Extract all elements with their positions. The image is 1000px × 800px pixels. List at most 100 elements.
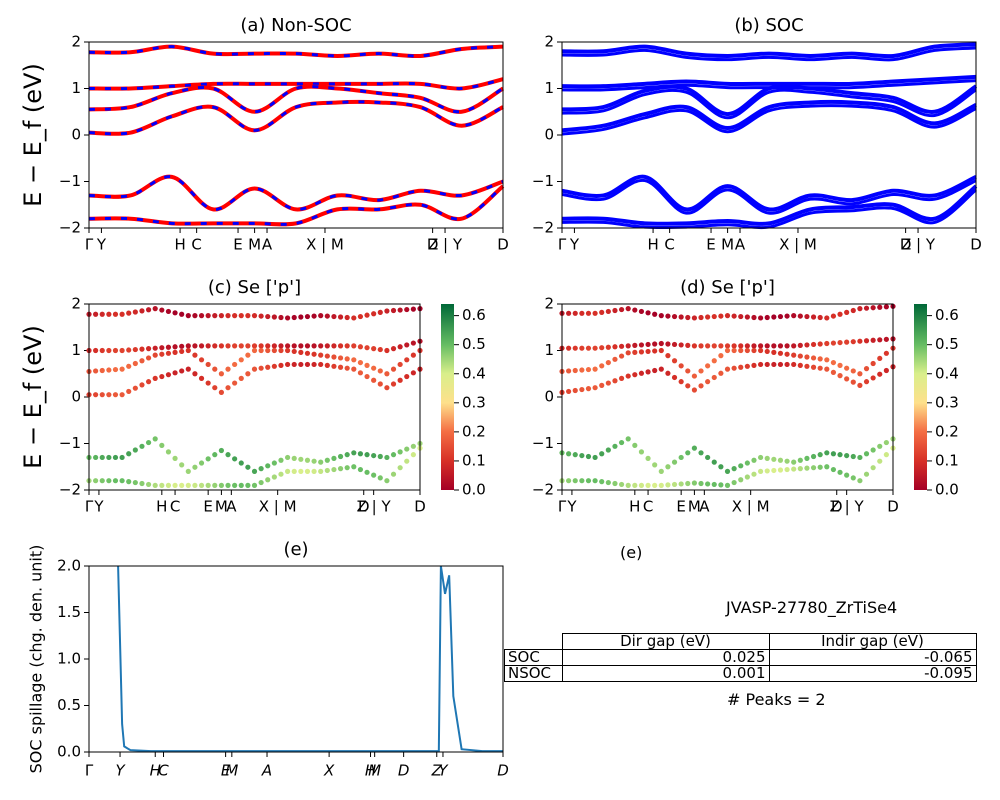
pdos-point: [579, 345, 585, 351]
pdos-point: [771, 361, 777, 368]
x-tick-label: Γ: [558, 498, 567, 516]
pdos-point: [618, 353, 625, 359]
pdos-point: [212, 385, 218, 391]
pdos-point: [645, 348, 651, 355]
axes-frame: [88, 565, 504, 753]
x-tick-label: H: [365, 762, 376, 780]
pdos-point: [784, 351, 790, 357]
pdos-point: [824, 450, 830, 456]
spillage-line: [117, 566, 503, 752]
pdos-point: [810, 465, 817, 471]
pdos-point: [179, 348, 185, 355]
pdos-point: [804, 342, 810, 348]
pdos-point: [705, 454, 711, 461]
pdos-point: [152, 352, 158, 358]
pdos-point: [724, 366, 731, 372]
pdos-point: [705, 481, 711, 487]
pdos-point: [192, 352, 198, 358]
pdos-point: [344, 314, 350, 321]
pdos-point: [758, 361, 764, 368]
pdos-point: [791, 466, 797, 472]
pdos-point: [738, 343, 744, 349]
pdos-point: [665, 313, 671, 319]
pdos-point: [159, 373, 165, 380]
pdos-point: [238, 375, 244, 381]
pdos-point: [744, 474, 750, 480]
pdos-point: [837, 452, 843, 458]
band-line-soc: [561, 84, 978, 117]
x-tick-label: A: [262, 236, 273, 254]
colorbar-tick-label: 0.2: [935, 422, 959, 440]
pdos-point: [632, 307, 638, 313]
pdos-point: [830, 313, 837, 319]
pdos-point: [678, 454, 684, 461]
chart-title: (b) SOC: [734, 15, 803, 36]
pdos-point: [625, 482, 631, 488]
x-tick-label: A: [226, 498, 237, 516]
pdos-point: [106, 367, 112, 373]
pdos-point: [410, 370, 416, 376]
pdos-point: [377, 346, 383, 353]
pdos-point: [705, 379, 711, 385]
pdos-point: [612, 480, 618, 487]
pdos-point: [225, 482, 231, 488]
pdos-point: [139, 382, 145, 388]
pdos-point: [771, 343, 777, 349]
pdos-point: [377, 368, 383, 374]
pdos-point: [251, 482, 258, 488]
pdos-point: [618, 306, 625, 313]
pdos-point: [145, 307, 152, 313]
pdos-point: [192, 482, 198, 488]
pdos-point: [791, 343, 797, 349]
colorbar-tick-label: 0.5: [935, 335, 959, 353]
x-tick-label: E: [221, 762, 231, 780]
pdos-point: [357, 313, 364, 320]
pdos-point: [318, 352, 324, 358]
pdos-point: [265, 463, 271, 469]
pdos-point: [318, 361, 324, 368]
pdos-point: [863, 379, 870, 385]
pdos-point: [599, 479, 605, 485]
pdos-point: [132, 360, 138, 367]
pdos-point: [777, 343, 784, 349]
pdos-point: [837, 373, 843, 379]
pdos-point: [791, 361, 797, 368]
x-tick-label: M: [225, 762, 238, 780]
colorbar: [914, 304, 927, 490]
pdos-point: [245, 464, 251, 470]
pdos-point: [605, 447, 611, 453]
pdos-point: [678, 363, 684, 369]
gap-table-header-dir: Dir gap (eV): [561, 633, 770, 650]
x-tick-label: H: [150, 762, 161, 780]
x-tick-label: D: [900, 236, 912, 254]
pdos-point: [404, 458, 410, 464]
x-tick-label: D: [497, 762, 509, 780]
pdos-point: [324, 343, 330, 349]
pdos-point: [592, 310, 598, 316]
pdos-point: [198, 313, 205, 319]
pdos-point: [797, 466, 803, 472]
pdos-point: [791, 459, 797, 465]
pdos-point: [291, 468, 297, 474]
pdos-point: [304, 468, 311, 474]
pdos-point: [645, 310, 651, 316]
pdos-point: [93, 478, 99, 484]
pdos-point: [298, 349, 304, 355]
pdos-point: [830, 359, 837, 366]
pdos-point: [625, 343, 631, 349]
pdos-point: [344, 465, 350, 471]
chart-title: (e): [283, 539, 308, 560]
pdos-point: [870, 337, 876, 343]
pdos-point: [652, 311, 658, 317]
pdos-point: [364, 469, 370, 475]
pdos-point: [883, 350, 889, 356]
pdos-point: [337, 314, 344, 320]
pdos-point: [671, 313, 678, 320]
colorbar-tick-label: 0.1: [935, 451, 959, 469]
y-axis-label: E − E_f (eV): [19, 63, 47, 207]
pdos-point: [850, 379, 856, 385]
pdos-point: [99, 367, 105, 374]
pdos-point: [318, 459, 324, 465]
x-tick-label: E: [676, 498, 685, 516]
